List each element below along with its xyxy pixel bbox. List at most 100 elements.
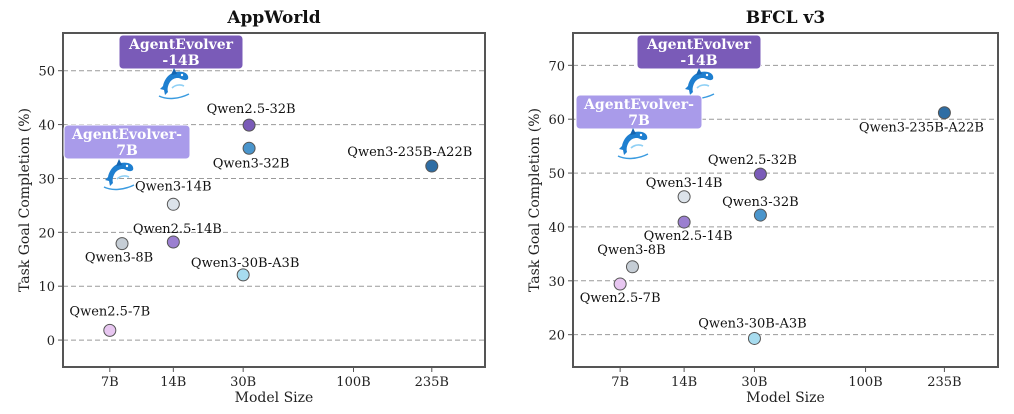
- y-axis-label: Task Goal Completion (%): [527, 108, 543, 292]
- point-label-qwen3-235b-a22b: Qwen3-235B-A22B: [347, 145, 472, 160]
- x-tick-label: 14B: [160, 375, 186, 390]
- x-tick-label: 30B: [741, 375, 767, 390]
- chart-panel-bfcl-v3: BFCL v3 20 30 40 50 60 70 7B 14B 30B 100B 235B Model…: [527, 8, 999, 406]
- callout-box: [118, 34, 244, 70]
- point-label-qwen3-8b: Qwen3-8B: [597, 243, 665, 258]
- y-tick-label: 70: [548, 59, 565, 74]
- x-tick-label: 7B: [611, 375, 629, 390]
- dolphin-eye: [125, 164, 129, 168]
- point-label-qwen3-30b-a3b: Qwen3-30B-A3B: [191, 256, 299, 271]
- dolphin-icon: [683, 68, 715, 100]
- callout-box: [63, 124, 191, 160]
- y-tick-label: 20: [548, 329, 565, 344]
- y-axis-label: Task Goal Completion (%): [17, 108, 33, 292]
- point-qwen3-14b: [677, 190, 691, 204]
- point-qwen2-5-7b: [613, 277, 627, 291]
- y-tick-label: 20: [38, 226, 55, 241]
- point-label-qwen3-8b: Qwen3-8B: [85, 251, 153, 266]
- dolphin-eye: [639, 133, 643, 137]
- callout-label-line: AgentEvolver-: [71, 127, 182, 143]
- dolphin-body: [105, 162, 134, 186]
- callout-agentevolver-14b: AgentEvolver-14B: [118, 34, 244, 100]
- chart-title: AppWorld: [226, 8, 320, 28]
- point-label-qwen3-30b-a3b: Qwen3-30B-A3B: [698, 316, 806, 331]
- wave-line: [103, 184, 135, 191]
- dolphin-icon: [617, 128, 649, 160]
- y-tick-label: 50: [38, 65, 55, 80]
- dolphin-belly: [696, 84, 710, 89]
- dolphin-body: [160, 71, 189, 95]
- point-qwen3-8b: [115, 237, 129, 251]
- point-label-qwen2-5-7b: Qwen2.5-7B: [580, 291, 661, 306]
- point-qwen3-14b: [166, 197, 180, 211]
- dolphin-fin: [116, 159, 122, 166]
- dolphin-fin: [696, 68, 702, 75]
- callout-label-line: 7B: [116, 143, 138, 159]
- point-qwen3-30b-a3b: [747, 331, 761, 345]
- dolphin-belly: [171, 84, 185, 89]
- callout-label-line: 7B: [628, 113, 650, 129]
- point-qwen3-235b-a22b: [937, 106, 951, 120]
- point-label-qwen2-5-7b: Qwen2.5-7B: [69, 304, 150, 319]
- callout-agentevolver-14b: AgentEvolver-14B: [636, 34, 762, 100]
- callout-label-line: -14B: [680, 53, 717, 69]
- x-tick-label: 30B: [230, 375, 256, 390]
- x-tick-label: 7B: [101, 375, 119, 390]
- dolphin-eye: [180, 73, 184, 77]
- y-tick-label: 40: [548, 221, 565, 236]
- chart-title: BFCL v3: [746, 8, 826, 28]
- plot-frame: [572, 32, 999, 368]
- point-label-qwen2-5-32b: Qwen2.5-32B: [207, 102, 296, 117]
- point-qwen2-5-32b: [753, 167, 767, 181]
- point-qwen2-5-14b: [677, 215, 691, 229]
- x-axis-label: Model Size: [746, 390, 825, 406]
- x-tick-label: 100B: [848, 375, 882, 390]
- callout-label-line: -14B: [162, 53, 199, 69]
- point-label-qwen3-235b-a22b: Qwen3-235B-A22B: [859, 121, 984, 136]
- y-tick-label: 30: [38, 172, 55, 187]
- point-label-qwen3-14b: Qwen3-14B: [646, 176, 723, 191]
- y-tick-label: 30: [548, 275, 565, 290]
- dolphin-fin: [630, 128, 636, 135]
- callout-agentevolver-7b: AgentEvolver-7B: [63, 124, 191, 191]
- wave-line: [617, 153, 649, 160]
- dolphin-icon: [158, 68, 190, 100]
- y-tick-label: 40: [38, 119, 55, 134]
- point-label-qwen2-5-14b: Qwen2.5-14B: [133, 222, 222, 237]
- point-qwen3-8b: [625, 260, 639, 274]
- point-label-qwen3-32b: Qwen3-32B: [722, 195, 799, 210]
- x-tick-label: 235B: [415, 375, 449, 390]
- plot-frame: [62, 32, 486, 368]
- point-qwen3-235b-a22b: [425, 159, 439, 173]
- y-tick-label: 10: [38, 280, 55, 295]
- x-tick-label: 100B: [336, 375, 370, 390]
- point-label-qwen2-5-32b: Qwen2.5-32B: [708, 153, 797, 168]
- x-tick-label: 235B: [927, 375, 961, 390]
- dolphin-body: [685, 71, 714, 95]
- y-tick-label: 60: [548, 113, 565, 128]
- point-qwen3-30b-a3b: [236, 268, 250, 282]
- point-label-qwen3-14b: Qwen3-14B: [135, 179, 212, 194]
- dolphin-eye: [705, 73, 709, 77]
- callout-box: [575, 94, 703, 130]
- chart-panel-appworld: AppWorld 0 10 20 30 40 50 7B 14B 30B 100B 235B Model…: [17, 8, 486, 406]
- callout-agentevolver-7b: AgentEvolver-7B: [575, 94, 703, 160]
- wave-line: [158, 93, 190, 100]
- y-tick-label: 0: [47, 334, 55, 349]
- dolphin-fin: [171, 68, 177, 75]
- y-tick-label: 50: [548, 167, 565, 182]
- point-qwen2-5-7b: [103, 323, 117, 337]
- dolphin-belly: [116, 175, 130, 180]
- point-label-qwen2-5-14b: Qwen2.5-14B: [644, 229, 733, 244]
- callout-label-line: AgentEvolver: [646, 37, 752, 53]
- point-qwen2-5-32b: [242, 118, 256, 132]
- point-qwen3-32b: [242, 141, 256, 155]
- point-label-qwen3-32b: Qwen3-32B: [213, 156, 290, 171]
- dolphin-icon: [103, 159, 135, 191]
- callout-label-line: AgentEvolver: [128, 37, 234, 53]
- x-axis-label: Model Size: [235, 390, 314, 406]
- point-qwen3-32b: [753, 208, 767, 222]
- dolphin-belly: [630, 144, 644, 149]
- point-qwen2-5-14b: [166, 235, 180, 249]
